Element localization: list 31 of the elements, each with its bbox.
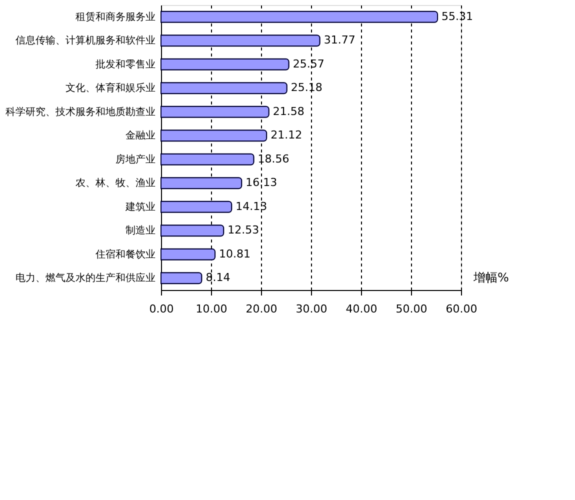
data-label: 12.53 [228,224,260,237]
y-tick-label: 批发和零售业 [96,58,156,70]
y-tick-label: 建筑业 [124,200,156,213]
x-tick-label: 30.00 [296,302,328,316]
x-tick-label: 20.00 [246,302,278,316]
x-tick-label: 0.00 [149,302,174,316]
data-label: 16.13 [246,176,278,190]
y-tick-label: 信息传输、计算机服务和软件业 [16,34,156,47]
x-tick-label: 10.00 [196,302,228,316]
data-label: 14.13 [236,200,268,213]
x-tick-label: 40.00 [346,302,378,316]
y-tick-label: 住宿和餐饮业 [96,248,156,260]
y-tick-label: 科学研究、技术服务和地质勘查业 [6,106,156,118]
x-tick-label: 50.00 [396,302,428,316]
x-axis-title: 增幅% [472,270,509,284]
y-tick-label: 金融业 [126,130,156,142]
y-tick-label: 农、林、牧、渔业 [76,177,156,190]
x-tick-label: 60.00 [446,302,478,316]
data-label: 21.58 [272,104,304,118]
data-label: 31.77 [324,34,356,47]
data-label: 8.14 [206,271,230,284]
data-label: 25.57 [292,57,324,70]
data-label: 10.81 [219,247,251,260]
data-label: 55.31 [442,10,474,23]
data-label: 25.18 [290,81,322,94]
y-tick-label: 制造业 [126,224,156,237]
data-label: 21.12 [270,128,302,142]
y-tick-label: 电力、燃气及水的生产和供应业 [16,272,156,284]
y-tick-label: 房地产业 [116,153,156,166]
y-tick-label: 租赁和商务服务业 [76,10,156,23]
y-tick-label: 文化、体育和娱乐业 [66,82,156,94]
